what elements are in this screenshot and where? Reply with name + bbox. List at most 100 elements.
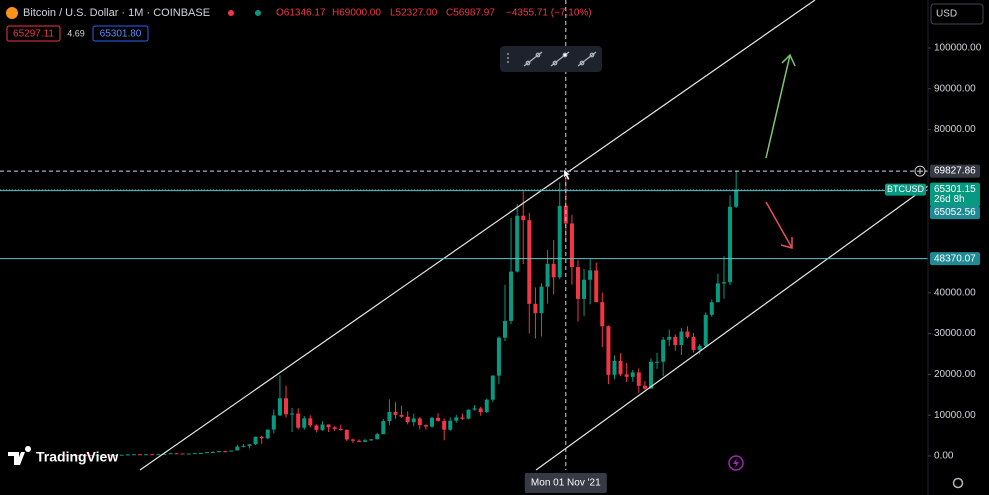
level-price: 65052.56 (934, 207, 976, 218)
candle-body (466, 409, 471, 419)
candle-body (423, 425, 428, 427)
y-tick-label: 30000.00 (934, 328, 976, 339)
candle-body (314, 425, 319, 430)
candle-body (192, 453, 197, 455)
symbol-title[interactable]: Bitcoin / U.S. Dollar · 1M · COINBASE (23, 7, 210, 19)
candle-body (673, 336, 678, 346)
legend-low: L52327.00 (390, 8, 438, 19)
candle-body (454, 417, 459, 421)
candle-body (65, 454, 70, 456)
symbol-label-box (885, 183, 926, 196)
candle-body (533, 303, 538, 314)
add-alert-plus (917, 168, 923, 175)
candle-body (442, 420, 447, 430)
candle-body (472, 408, 477, 410)
candle-body (405, 416, 410, 423)
candle-body (515, 215, 520, 272)
candle-body (308, 418, 313, 426)
candle-body (235, 446, 240, 451)
candle-body (211, 452, 216, 454)
crosshair-price: 69827.86 (934, 166, 976, 177)
candle-body (186, 453, 191, 455)
countdown: 26d 8h (934, 194, 965, 205)
legend-change: −4355.71 (−7.10%) (506, 8, 592, 19)
currency-dropdown[interactable] (930, 3, 984, 25)
candle-body (375, 434, 380, 440)
candle-body (417, 418, 422, 426)
candle-body (612, 360, 617, 375)
candle-body (125, 454, 130, 456)
candle-body (363, 440, 368, 442)
candle-body (95, 454, 100, 456)
y-tick-label: 80000.00 (934, 124, 976, 135)
crosshair-date-box (524, 473, 607, 493)
channel-upper[interactable] (139, 0, 816, 471)
events-bolt (733, 458, 739, 468)
down-arrow[interactable] (765, 201, 793, 249)
candle-body (150, 454, 155, 456)
candle-body (283, 398, 288, 415)
drawing-toolbar[interactable] (500, 46, 602, 72)
crosshair-date: Mon 01 Nov '21 (531, 478, 601, 489)
candle-body (247, 444, 252, 446)
candle-body (588, 270, 593, 280)
candle-body (569, 223, 574, 268)
candle-body (113, 455, 118, 457)
candle-body (624, 374, 629, 377)
market-status (228, 10, 234, 16)
candle-body (557, 205, 562, 278)
price-scale[interactable] (928, 0, 989, 495)
candle-body (618, 360, 623, 375)
candle-body (71, 454, 76, 456)
candle-body (721, 282, 726, 284)
candle-body (728, 206, 733, 283)
candle-body (320, 424, 325, 430)
candle-body (436, 417, 441, 421)
candle-body (241, 445, 246, 447)
candle-body (174, 453, 179, 455)
candle-body (119, 454, 124, 456)
candle-body (685, 331, 690, 337)
candle-body (381, 421, 386, 435)
legend-high: H69000.00 (332, 8, 381, 19)
candle-body (563, 205, 568, 224)
up-arrow[interactable] (765, 53, 796, 159)
candle-body (77, 454, 82, 456)
symbol-label: BTCUSD (887, 184, 925, 194)
candle-body (302, 418, 307, 428)
y-tick-label: 90000.00 (934, 83, 976, 94)
candle-body (709, 302, 714, 315)
last-price: 65301.15 (934, 184, 976, 195)
candle-body (326, 424, 331, 428)
candle-body (204, 452, 209, 454)
candle-body (350, 439, 355, 441)
cursor (563, 168, 572, 181)
candle-body (636, 372, 641, 386)
logo-text: TradingView (36, 449, 118, 465)
candle-body (478, 408, 483, 413)
buy-button[interactable] (92, 25, 149, 42)
candle-body (667, 336, 672, 340)
tradingview-logo[interactable]: TradingView (8, 445, 118, 465)
candle-body (387, 411, 392, 422)
candle-body (490, 375, 495, 400)
candle-body (655, 361, 660, 363)
channel-lower[interactable] (535, 185, 929, 471)
candle-body (484, 399, 489, 413)
level-price: 48370.07 (934, 253, 976, 264)
candle-body (168, 453, 173, 455)
candle-body (265, 429, 270, 439)
sell-button[interactable] (6, 25, 61, 42)
time-axis: Mon 01 Nov '21 (524, 473, 607, 493)
candle-body (217, 451, 222, 453)
y-tick-label: 0.00 (934, 451, 954, 462)
settings-icon[interactable] (952, 477, 964, 489)
candle-body (223, 451, 228, 453)
y-tick-label: 100000.00 (934, 43, 982, 54)
level-price-box (930, 206, 980, 220)
candle-body (107, 454, 112, 456)
events-icon[interactable] (728, 455, 744, 471)
candle-body (229, 450, 234, 452)
y-tick-label: 40000.00 (934, 287, 976, 298)
